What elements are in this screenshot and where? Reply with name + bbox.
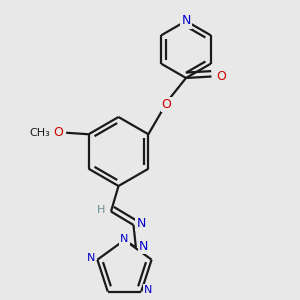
Text: N: N: [87, 253, 95, 263]
Text: O: O: [216, 70, 226, 83]
Text: O: O: [162, 98, 171, 111]
Text: N: N: [139, 239, 148, 253]
Text: N: N: [144, 285, 152, 295]
Text: N: N: [181, 14, 191, 28]
Text: N: N: [120, 234, 129, 244]
Text: H: H: [97, 205, 106, 215]
Text: O: O: [53, 126, 63, 139]
Text: N: N: [136, 217, 146, 230]
Text: CH₃: CH₃: [30, 128, 50, 138]
